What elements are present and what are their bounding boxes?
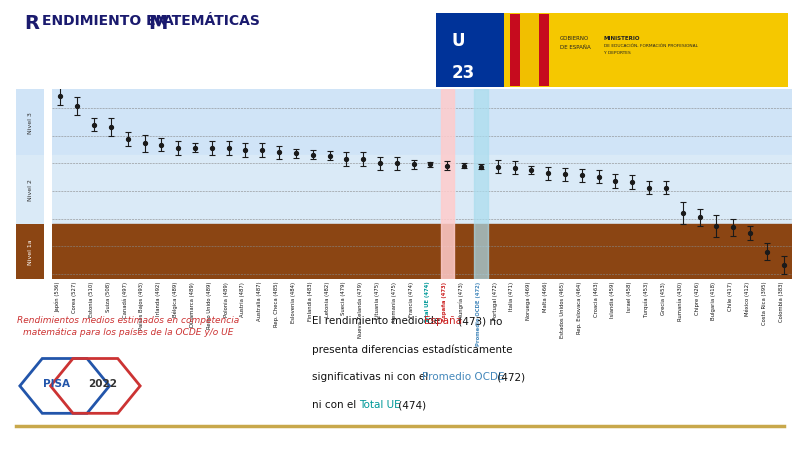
Text: significativas ni con el: significativas ni con el	[312, 372, 431, 382]
Bar	[52, 90, 792, 155]
Text: DE EDUCACIÓN, FORMACIÓN PROFESIONAL: DE EDUCACIÓN, FORMACIÓN PROFESIONAL	[604, 44, 698, 48]
FancyBboxPatch shape	[16, 90, 45, 155]
Text: España: España	[424, 316, 462, 326]
Text: Nivel 2: Nivel 2	[27, 179, 33, 201]
FancyBboxPatch shape	[16, 225, 45, 280]
FancyBboxPatch shape	[16, 155, 45, 225]
Text: 2022: 2022	[89, 378, 118, 388]
Text: ni con el: ni con el	[312, 400, 359, 410]
Bar	[474, 90, 487, 280]
Text: Total UE: Total UE	[359, 400, 401, 410]
Bar	[441, 90, 454, 280]
Text: Nivel 3: Nivel 3	[27, 112, 33, 133]
Bar	[52, 225, 792, 280]
Text: GOBIERNO: GOBIERNO	[560, 36, 590, 41]
Text: Promedio OCDE: Promedio OCDE	[422, 372, 505, 382]
Text: (473) no: (473) no	[454, 316, 502, 326]
Text: Rendimientos medios estimados en competencia
matemática para los países de la OC: Rendimientos medios estimados en compete…	[17, 316, 239, 336]
Text: ATEMÁTICAS: ATEMÁTICAS	[163, 14, 261, 28]
Text: presenta diferencias estadísticamente: presenta diferencias estadísticamente	[312, 344, 513, 354]
Text: U: U	[451, 32, 465, 50]
Text: (474): (474)	[395, 400, 426, 410]
Text: MINISTERIO: MINISTERIO	[604, 36, 641, 41]
Text: Y DEPORTES: Y DEPORTES	[604, 51, 630, 55]
Text: 23: 23	[451, 64, 474, 82]
Text: El rendimiento medio de: El rendimiento medio de	[312, 316, 443, 326]
Text: ENDIMIENTO EN: ENDIMIENTO EN	[42, 14, 172, 28]
Text: Nivel 1a: Nivel 1a	[27, 239, 33, 265]
Text: DE ESPAÑA: DE ESPAÑA	[560, 45, 590, 50]
Text: M: M	[148, 14, 167, 32]
Text: R: R	[24, 14, 39, 32]
Text: (472): (472)	[494, 372, 526, 382]
Bar	[52, 155, 792, 225]
Text: PISA: PISA	[43, 378, 70, 388]
